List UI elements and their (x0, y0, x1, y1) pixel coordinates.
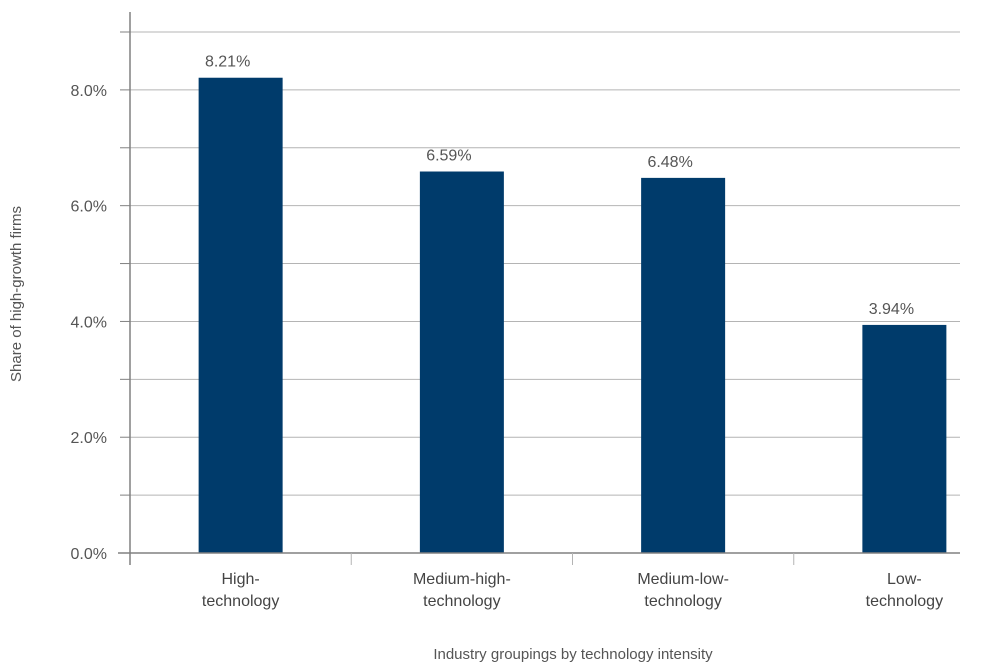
bars (198, 77, 947, 554)
x-tick-label: Medium-low-technology (637, 571, 729, 610)
axes (118, 12, 960, 565)
y-tick-label: 0.0% (71, 546, 107, 563)
y-tick-label: 6.0% (71, 199, 107, 216)
x-tick-label: Medium-high-technology (413, 571, 511, 610)
y-tick-label: 4.0% (71, 314, 107, 331)
data-label: 3.94% (869, 301, 914, 318)
y-tick-labels: 0.0% 2.0% 4.0% 6.0% 8.0% (71, 83, 107, 563)
x-tick-label: Low-technology (866, 571, 943, 610)
y-tick-label: 2.0% (71, 430, 107, 447)
data-label: 8.21% (205, 54, 250, 71)
bar (641, 177, 726, 553)
bar (198, 77, 283, 553)
data-label: 6.59% (426, 148, 471, 165)
x-axis-title: Industry groupings by technology intensi… (433, 646, 713, 663)
y-axis-title: Share of high-growth firms (8, 206, 25, 382)
category-labels: High-technology Medium-high-technology Med… (202, 571, 943, 610)
bar (419, 171, 504, 554)
data-labels: 8.21% 6.59% 6.48% 3.94% (205, 54, 914, 318)
y-tick-label: 8.0% (71, 83, 107, 100)
x-tick-label: High-technology (202, 571, 279, 610)
bar (862, 324, 947, 553)
data-label: 6.48% (647, 154, 692, 171)
